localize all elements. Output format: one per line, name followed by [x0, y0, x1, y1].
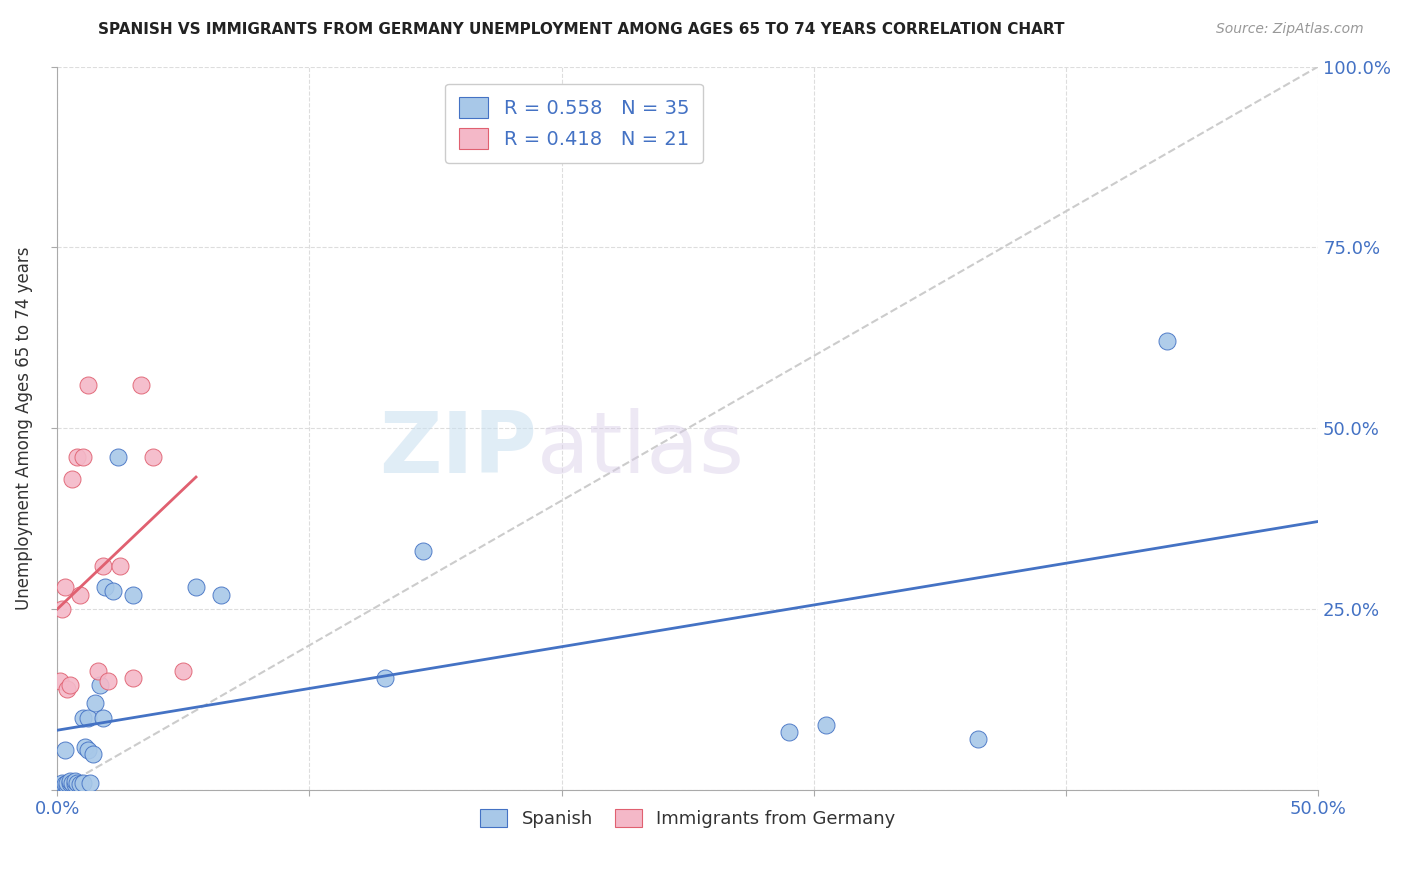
Point: [374, 671, 396, 685]
Point: [76, 710, 98, 724]
Point: [184, 581, 207, 595]
Point: [1156, 334, 1178, 349]
Point: [63, 774, 86, 789]
Y-axis label: Unemployment Among Ages 65 to 74 years: Unemployment Among Ages 65 to 74 years: [15, 246, 32, 610]
Point: [62, 472, 84, 486]
Point: [94, 581, 117, 595]
Point: [101, 584, 124, 599]
Point: [53, 581, 76, 595]
Point: [122, 588, 145, 602]
Point: [79, 775, 101, 789]
Point: [66, 775, 89, 789]
Point: [966, 732, 988, 747]
Point: [53, 743, 76, 757]
Point: [84, 696, 107, 710]
Point: [72, 450, 94, 465]
Point: [51, 775, 73, 789]
Point: [69, 588, 91, 602]
Point: [209, 588, 232, 602]
Point: [82, 747, 104, 761]
Point: [815, 718, 838, 732]
Point: [110, 558, 132, 573]
Point: [97, 674, 120, 689]
Point: [172, 664, 194, 678]
Point: [56, 775, 79, 789]
Point: [51, 602, 73, 616]
Text: Source: ZipAtlas.com: Source: ZipAtlas.com: [1216, 22, 1364, 37]
Point: [142, 450, 165, 465]
Point: [91, 710, 114, 724]
Point: [56, 780, 79, 794]
Point: [129, 377, 152, 392]
Point: [69, 777, 91, 791]
Point: [49, 674, 72, 689]
Point: [73, 739, 96, 754]
Point: [72, 775, 94, 789]
Point: [86, 664, 108, 678]
Point: [76, 743, 98, 757]
Text: SPANISH VS IMMIGRANTS FROM GERMANY UNEMPLOYMENT AMONG AGES 65 TO 74 YEARS CORREL: SPANISH VS IMMIGRANTS FROM GERMANY UNEMP…: [98, 22, 1064, 37]
Point: [122, 671, 145, 685]
Point: [59, 774, 82, 789]
Point: [59, 678, 82, 692]
Point: [778, 725, 800, 739]
Point: [588, 88, 610, 103]
Point: [53, 777, 76, 791]
Point: [91, 558, 114, 573]
Text: ZIP: ZIP: [378, 409, 537, 491]
Point: [59, 775, 82, 789]
Point: [89, 678, 111, 692]
Point: [412, 544, 434, 558]
Point: [49, 780, 72, 794]
Text: atlas: atlas: [537, 409, 744, 491]
Point: [56, 681, 79, 696]
Point: [66, 450, 89, 465]
Point: [63, 777, 86, 791]
Point: [550, 88, 572, 103]
Point: [62, 775, 84, 789]
Legend: Spanish, Immigrants from Germany: Spanish, Immigrants from Germany: [472, 801, 903, 835]
Point: [72, 710, 94, 724]
Point: [107, 450, 129, 465]
Point: [76, 377, 98, 392]
